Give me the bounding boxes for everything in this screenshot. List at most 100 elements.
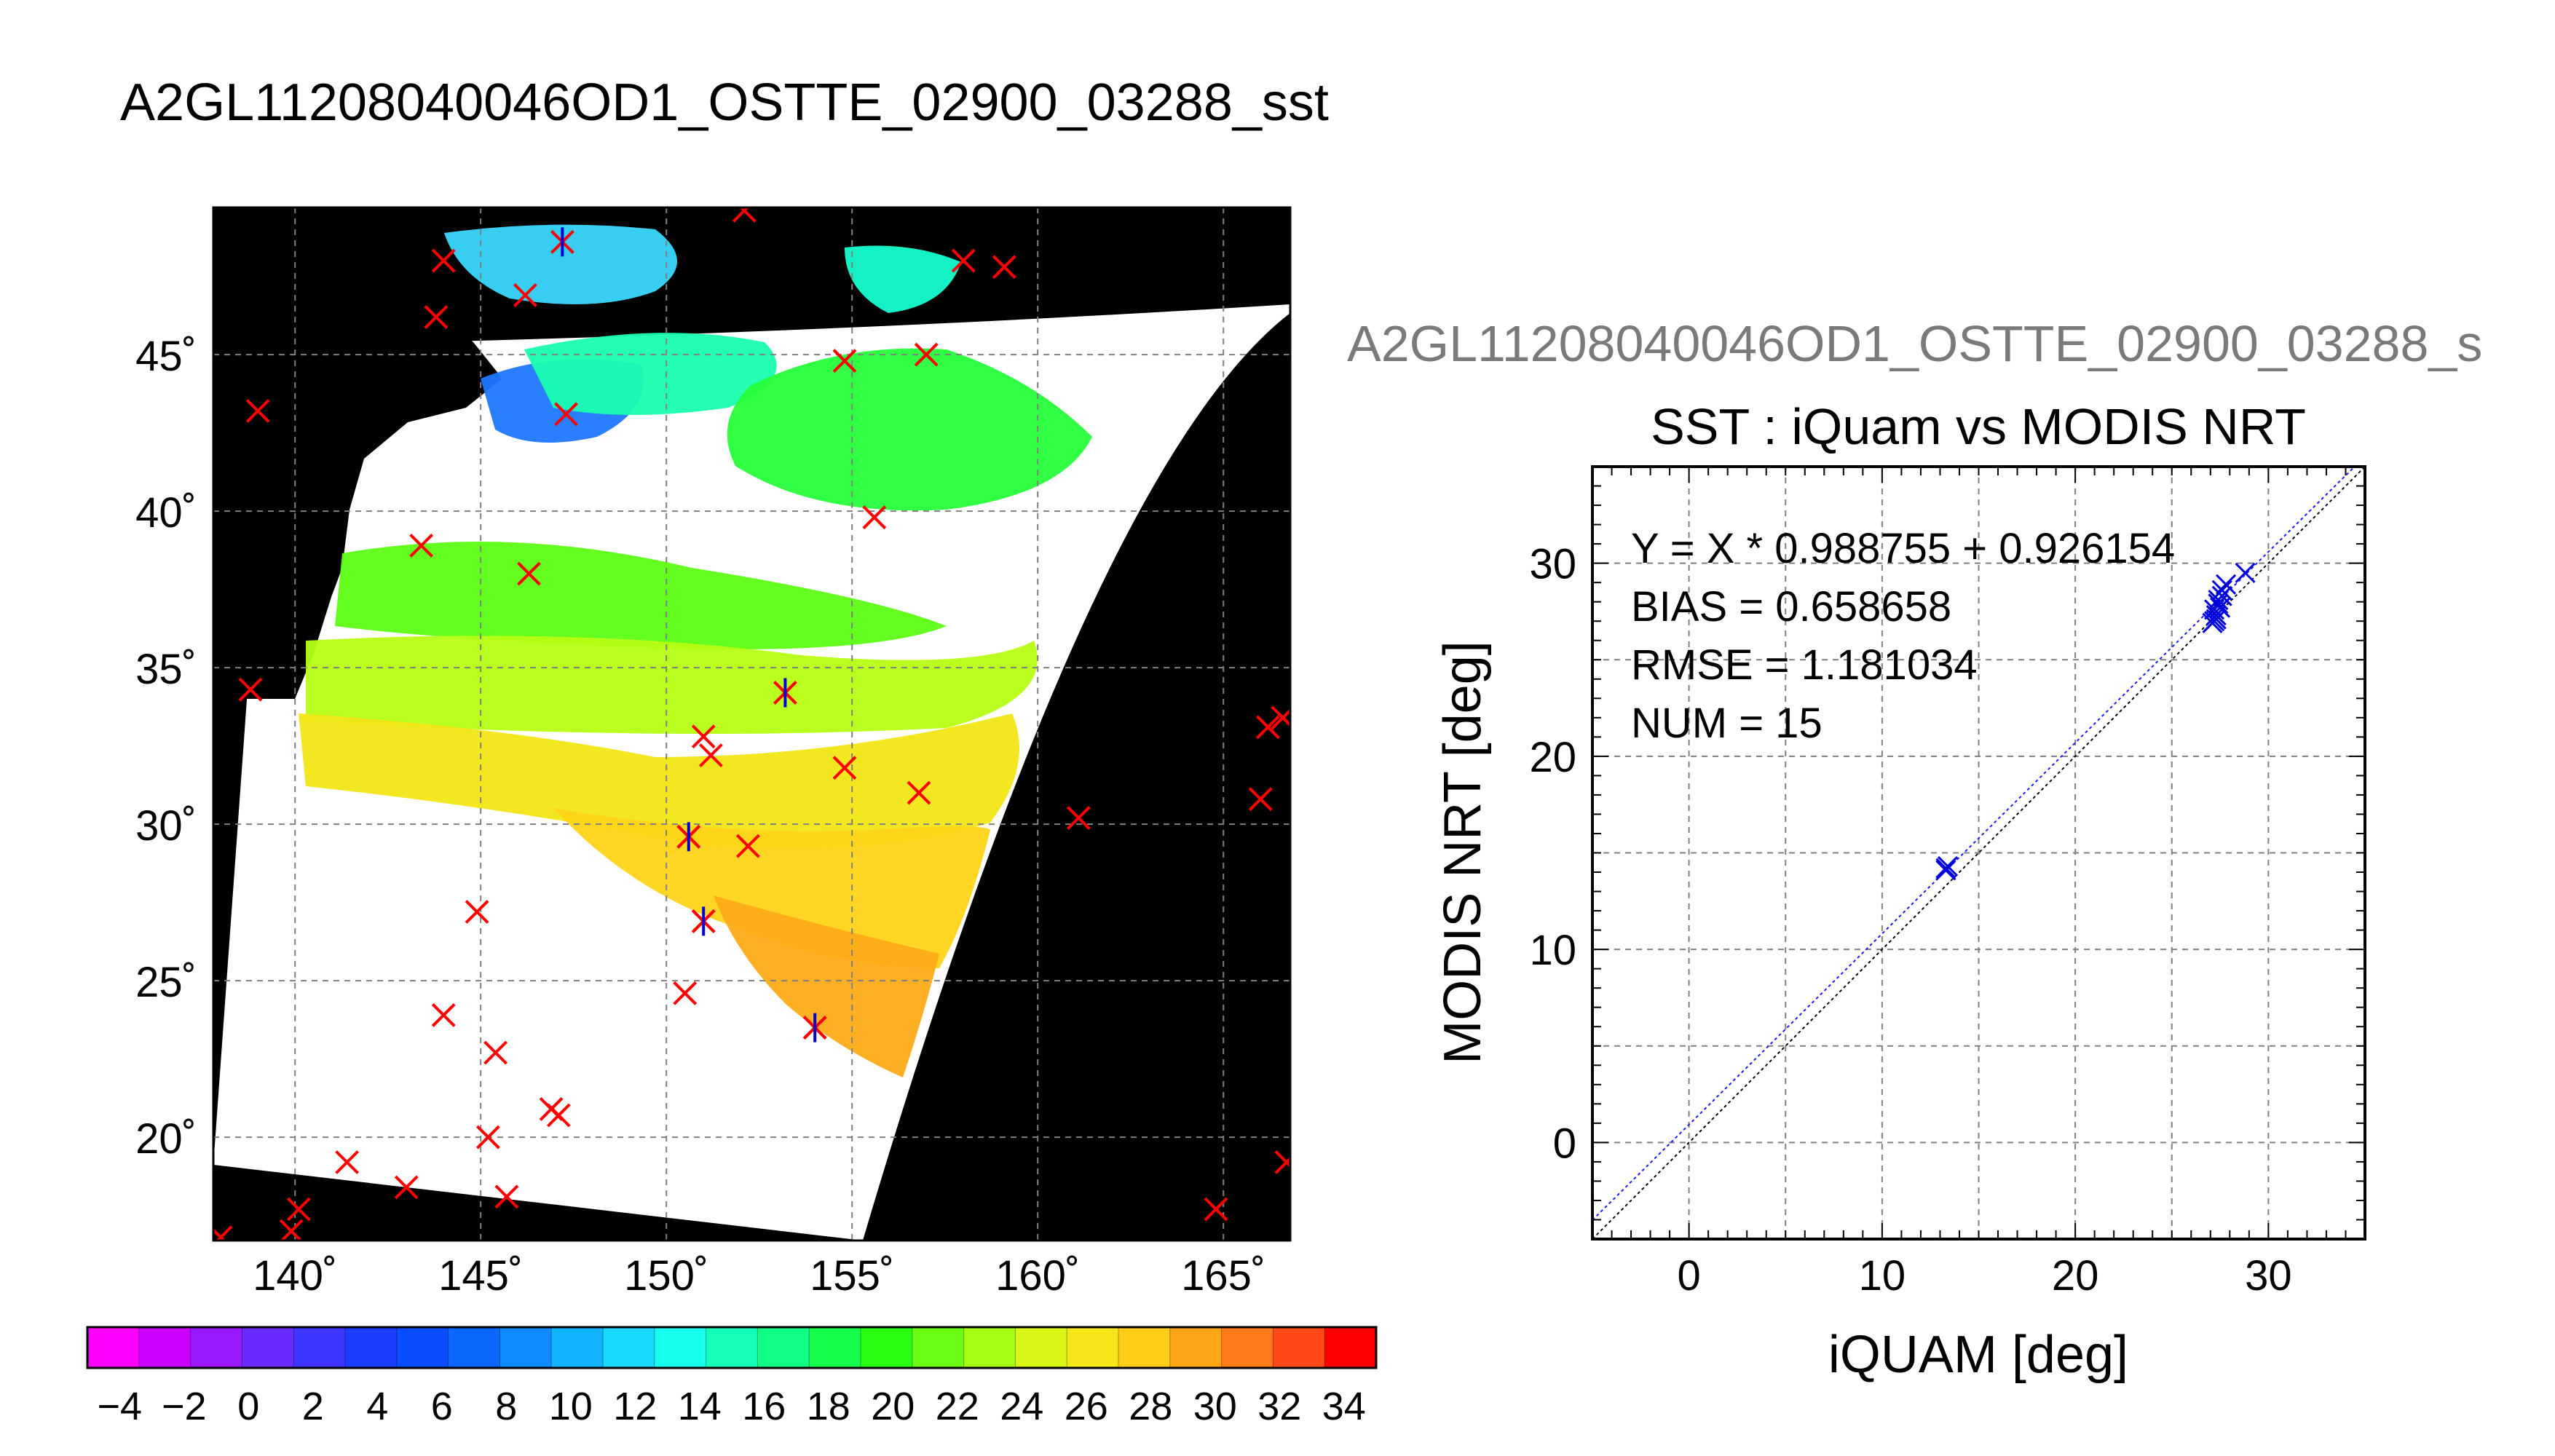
plot-grid (1592, 467, 2365, 1239)
iquam-marker-stroke (424, 305, 449, 329)
iquam-marker-stroke (1255, 715, 1280, 740)
iquam-marker-stroke (862, 505, 887, 530)
iquam-marker-stroke (483, 1040, 508, 1065)
x-axis-label: iQUAM [deg] (1828, 1326, 2128, 1384)
colorbar-cell (1273, 1327, 1325, 1368)
iquam-marker-stroke (732, 207, 750, 223)
iquam-marker (286, 1197, 311, 1222)
colorbar-cell (603, 1327, 655, 1368)
scatter-point-stroke (2202, 612, 2223, 633)
map-lon-tick-label: 145˚ (438, 1252, 523, 1299)
map-grid (213, 207, 1290, 1241)
iquam-marker-stroke (914, 342, 939, 367)
y-tick-label: 10 (1529, 927, 1576, 974)
iquam-marker-stroke (431, 248, 456, 273)
x-tick-label: 10 (1859, 1252, 1906, 1299)
colorbar-tick-label: 10 (549, 1385, 593, 1428)
map-lon-tick-label: 165˚ (1181, 1252, 1265, 1299)
matchup-marker (691, 906, 716, 936)
colorbar-tick-label: −2 (162, 1385, 207, 1428)
colorbar-cell (448, 1327, 500, 1368)
colorbar-tick-label: 0 (237, 1385, 259, 1428)
colorbar-cell (757, 1327, 810, 1368)
iquam-marker (1066, 806, 1091, 830)
iquam-marker-stroke (216, 1225, 233, 1241)
iquam-marker-stroke (238, 677, 263, 702)
colorbar-tick-label: 4 (366, 1385, 388, 1428)
colorbar-cell (293, 1327, 346, 1368)
iquam-marker-stroke (280, 1219, 304, 1241)
scatter-point (2215, 574, 2237, 595)
scatter-point-stroke (2235, 562, 2256, 583)
iquam-marker (832, 349, 857, 373)
map-lat-tick-label: 20˚ (135, 1115, 197, 1163)
iquam-marker-stroke (431, 1002, 456, 1027)
iquam-marker-stroke (554, 402, 578, 427)
fit-line (1592, 467, 2356, 1221)
iquam-marker-stroke (394, 1175, 419, 1200)
iquam-marker (907, 780, 931, 805)
x-tick-label: 30 (2245, 1252, 2292, 1299)
colorbar-tick-label: 18 (807, 1385, 850, 1428)
scatter-points (1935, 562, 2256, 881)
iquam-marker-stroke (245, 399, 270, 423)
colorbar-tick-label: 2 (302, 1385, 324, 1428)
iquam-marker (245, 399, 270, 423)
colorbar-cell (861, 1327, 913, 1368)
iquam-marker-stroke (992, 255, 1016, 280)
colorbar-cell (242, 1327, 294, 1368)
matchup-marker (802, 1013, 827, 1042)
iquam-marker (431, 1002, 456, 1027)
colorbar-cell (1067, 1327, 1119, 1368)
y-tick-label: 0 (1553, 1120, 1576, 1167)
iquam-marker (546, 1103, 571, 1128)
scatter-point (2235, 562, 2256, 583)
iquam-marker (335, 1150, 360, 1174)
y-axis-label: MODIS NRT [deg] (1434, 641, 1492, 1064)
iquam-marker-stroke (1248, 787, 1273, 812)
colorbar-cell (190, 1327, 242, 1368)
colorbar-cell (1324, 1327, 1377, 1368)
colorbar-cell (963, 1327, 1016, 1368)
iquam-marker-stroke (1274, 1156, 1290, 1174)
colorbar-tick-label: 6 (431, 1385, 453, 1428)
scatter-point-stroke (2215, 574, 2237, 595)
iquam-marker (1204, 1197, 1228, 1222)
iquam-marker (431, 248, 456, 273)
colorbar-cell (551, 1327, 604, 1368)
sst-patch-teal (524, 333, 777, 415)
colorbar-frame (86, 1326, 1378, 1369)
scatter-point-stroke (2210, 597, 2231, 618)
scatter-annotations: Y = X * 0.988755 + 0.926154 BIAS = 0.6586… (1631, 525, 2175, 747)
iquam-marker (279, 1219, 304, 1241)
page-title: A2GL11208040046OD1_OSTTE_02900_03288_sst (120, 74, 1329, 132)
colorbar-tick-label: 20 (871, 1385, 915, 1428)
iquam-marker-stroke (907, 780, 931, 805)
iquam-marker-stroke (1204, 1197, 1228, 1222)
colorbar-tick-label: 24 (1000, 1385, 1043, 1428)
sst-patch-cyan (845, 245, 961, 313)
iquam-marker (475, 1125, 500, 1150)
scatter-suptitle: A2GL11208040046OD1_OSTTE_02900_03288_s (1347, 315, 2482, 372)
colorbar-cell (396, 1327, 449, 1368)
plot-frame (1591, 465, 2366, 1241)
scatter-annotation: NUM = 15 (1631, 700, 1823, 747)
land-kamchatka (801, 207, 1290, 240)
iquam-marker (698, 743, 723, 767)
iquam-marker (394, 1175, 419, 1200)
scatter-point-stroke (2211, 579, 2232, 601)
sst-patch-green-north (727, 348, 1092, 511)
scatter-plot: A2GL11208040046OD1_OSTTE_02900_03288_s S… (1347, 315, 2482, 1384)
iquam-marker-stroke (735, 834, 760, 858)
iquam-marker (992, 255, 1016, 280)
scatter-point (2211, 579, 2232, 601)
iquam-marker-stroke (494, 1184, 519, 1209)
map-lat-tick-label: 35˚ (135, 646, 197, 693)
scatter-annotation: BIAS = 0.658658 (1631, 583, 1951, 630)
iquam-marker (494, 1184, 519, 1209)
colorbar-tick-label: 26 (1065, 1385, 1108, 1428)
iquam-marker-stroke (951, 248, 976, 273)
colorbar-cell (654, 1327, 707, 1368)
matchup-marker (550, 227, 574, 257)
